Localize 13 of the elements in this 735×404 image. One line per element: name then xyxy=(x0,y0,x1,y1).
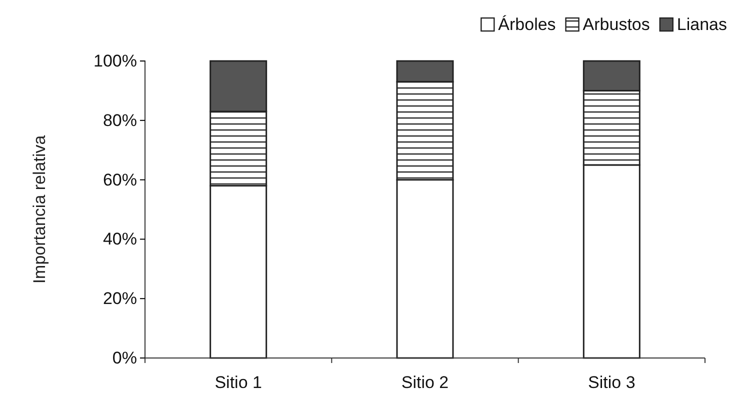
legend-label: Arbustos xyxy=(582,15,650,34)
y-tick-label: 0% xyxy=(112,348,137,368)
y-axis-title: Importancia relativa xyxy=(30,134,49,284)
x-tick-label: Sitio 3 xyxy=(588,373,636,392)
y-tick-label: 100% xyxy=(94,51,137,70)
x-tick-label: Sitio 2 xyxy=(401,373,449,392)
y-tick-label: 20% xyxy=(102,289,137,308)
y-tick-label: 60% xyxy=(102,170,137,190)
legend-label: Árboles xyxy=(498,15,556,34)
y-tick-label: 80% xyxy=(102,110,137,130)
y-tick-label: 40% xyxy=(102,230,137,249)
legend-label: Lianas xyxy=(676,15,727,34)
x-tick-label: Sitio 1 xyxy=(214,373,262,392)
